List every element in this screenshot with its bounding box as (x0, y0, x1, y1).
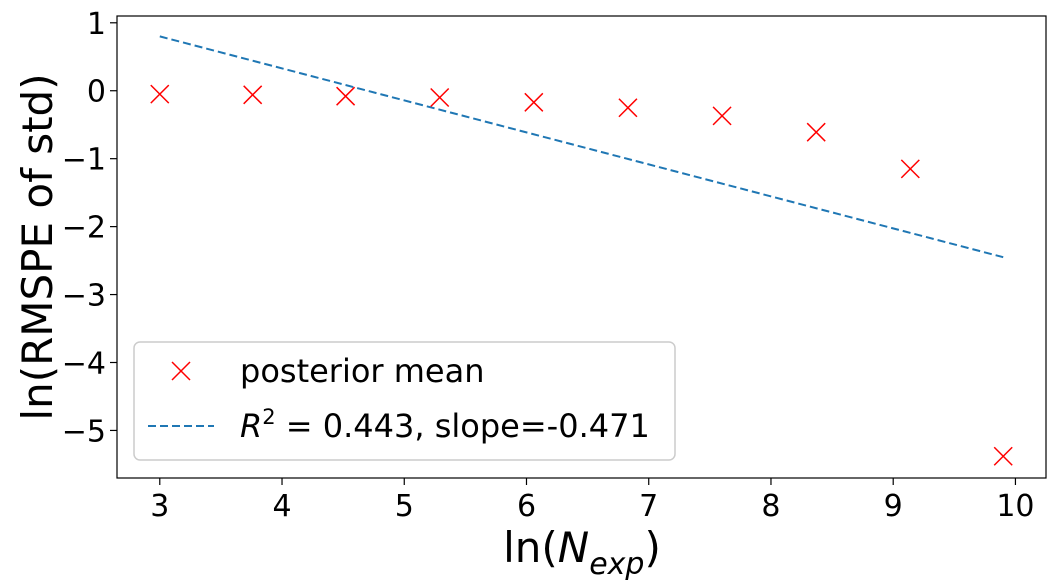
x-axis-label-suffix: ) (644, 523, 660, 572)
legend-line-rest: = 0.443, slope=-0.471 (276, 407, 650, 445)
data-point-stroke (712, 106, 732, 126)
legend: posterior mean R2 = 0.443, slope=-0.471 (133, 341, 676, 461)
y-tick-label: 0 (87, 75, 106, 110)
data-point (336, 86, 356, 106)
x-axis-label-sub: exp (589, 547, 644, 582)
data-point-stroke (618, 98, 638, 118)
data-point-stroke (524, 92, 544, 112)
x-tick-label: 5 (395, 489, 414, 524)
x-tick-label: 7 (639, 489, 658, 524)
data-point-stroke (900, 159, 920, 179)
y-axis-label: ln(RMSPE of std) (13, 73, 62, 420)
plot-area-frame (116, 15, 1047, 479)
x-tick-label: 3 (150, 489, 169, 524)
x-axis-label: ln(Nexp) (503, 523, 661, 582)
x-tick-label: 6 (517, 489, 536, 524)
legend-label-line: R2 = 0.443, slope=-0.471 (240, 405, 650, 445)
legend-label-scatter: posterior mean (240, 352, 485, 390)
data-point (524, 92, 544, 112)
data-point (430, 87, 450, 108)
y-tick-label: −2 (62, 211, 106, 246)
data-point-stroke (430, 87, 450, 108)
data-point (150, 84, 170, 104)
legend-line-var: R (240, 407, 262, 445)
data-point (618, 98, 638, 118)
data-point (806, 122, 826, 142)
data-point (900, 159, 920, 179)
y-tick-label: −5 (62, 414, 106, 449)
fit-line (159, 35, 1004, 259)
data-point (993, 446, 1013, 466)
legend-box (133, 341, 676, 461)
y-tick-label: 1 (87, 7, 106, 42)
legend-marker-scatter (171, 361, 191, 381)
data-point-stroke (150, 84, 170, 104)
legend-line-sup: 2 (262, 405, 275, 429)
data-point (243, 85, 263, 105)
x-tick-label: 4 (272, 489, 291, 524)
y-tick-label: −1 (62, 143, 106, 178)
x-tick-label: 9 (884, 489, 903, 524)
x-tick-label: 10 (996, 489, 1034, 524)
data-point-stroke (806, 122, 826, 142)
data-point-stroke (243, 85, 263, 105)
x-axis-label-var: N (558, 523, 589, 572)
data-point-stroke (993, 446, 1013, 466)
y-tick-label: −4 (62, 347, 106, 382)
x-tick-label: 8 (761, 489, 780, 524)
data-point-stroke (336, 86, 356, 106)
y-tick-label: −3 (62, 279, 106, 314)
plot-marks (150, 35, 1013, 466)
data-point (712, 106, 732, 126)
x-axis-label-prefix: ln( (503, 523, 558, 572)
